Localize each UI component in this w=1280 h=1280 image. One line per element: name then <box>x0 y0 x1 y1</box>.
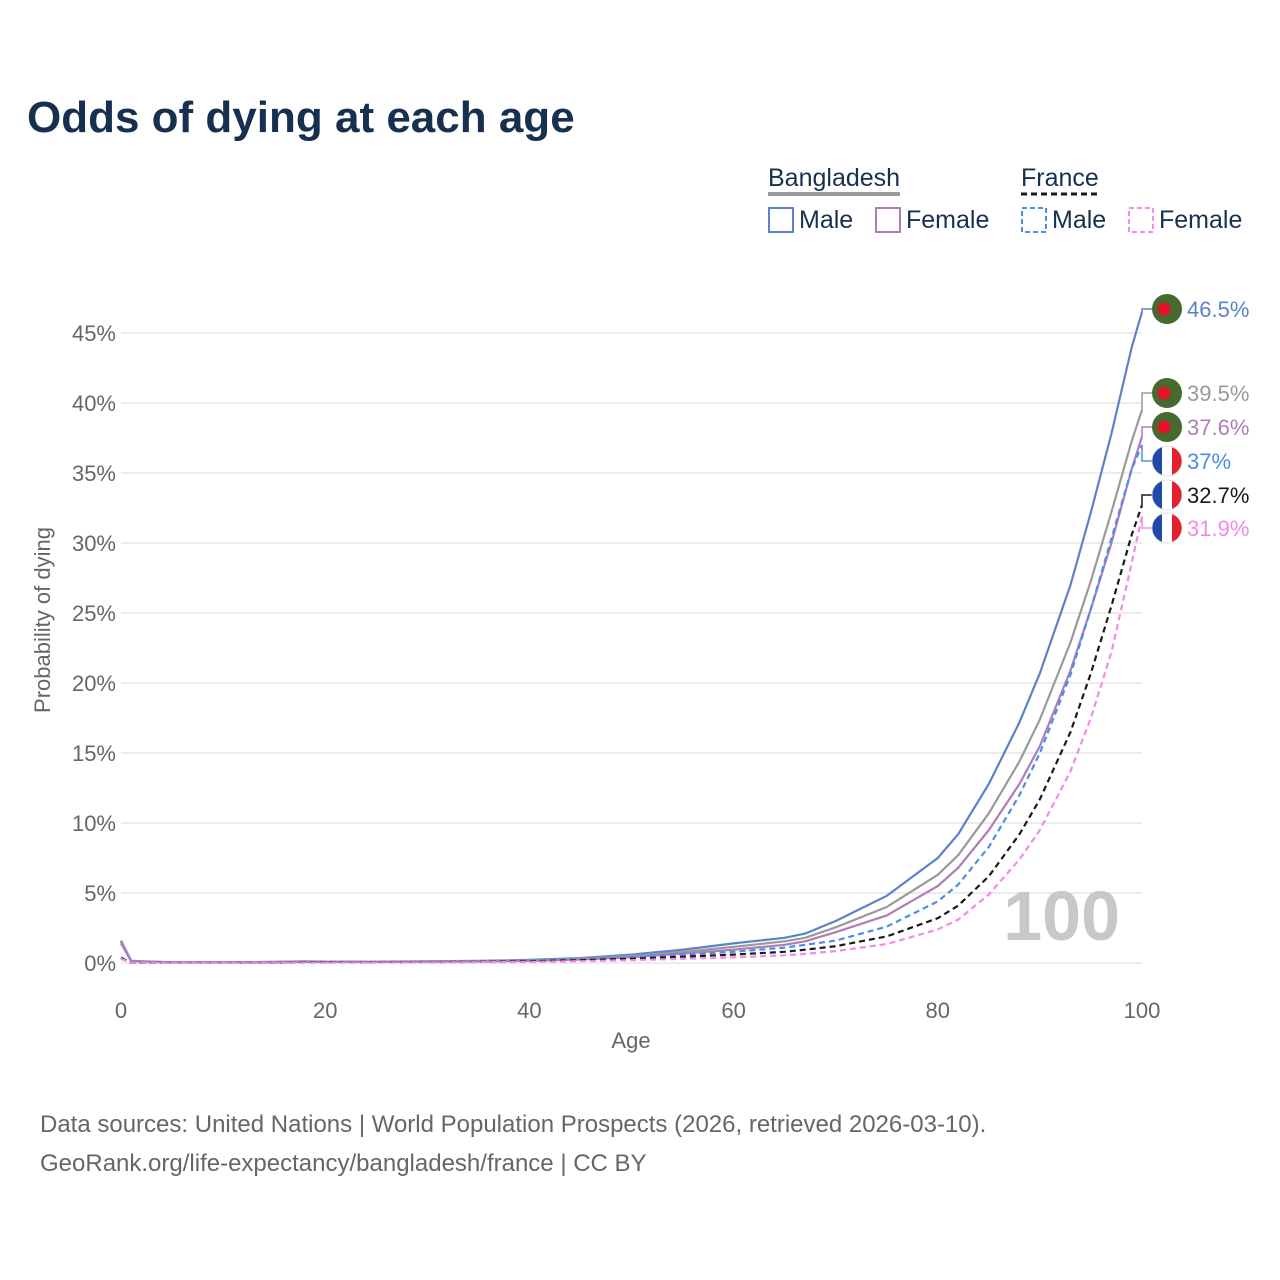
y-tick-label: 35% <box>72 461 116 486</box>
series-lines <box>120 311 1144 965</box>
legend-label-fr-male: Male <box>1052 206 1106 234</box>
bangladesh-flag-icon <box>1152 294 1182 324</box>
legend-label-bd-female: Female <box>906 206 989 234</box>
france-flag-icon <box>1151 512 1183 544</box>
y-axis-label: Probability of dying <box>30 527 55 713</box>
series-line-bangladesh-total <box>120 409 1144 964</box>
highlight-age-watermark: 100 <box>1003 877 1120 955</box>
end-label-value: 39.5% <box>1187 381 1249 406</box>
gridlines <box>121 332 1142 964</box>
bangladesh-flag-icon <box>1152 378 1182 408</box>
legend: Bangladesh Male Female France Male Femal… <box>768 164 1242 234</box>
y-tick-label: 10% <box>72 811 116 836</box>
y-tick-label: 20% <box>72 671 116 696</box>
series-line-france-female <box>120 516 1144 965</box>
end-label-value: 37.6% <box>1187 415 1249 440</box>
x-axis-label: Age <box>611 1028 650 1053</box>
y-tick-label: 15% <box>72 741 116 766</box>
end-connector <box>1141 494 1152 506</box>
end-connector <box>1141 392 1152 410</box>
end-connector <box>1141 445 1152 462</box>
end-label-value: 31.9% <box>1187 516 1249 541</box>
france-flag-icon <box>1151 445 1183 477</box>
end-connector <box>1141 516 1152 529</box>
series-line-france-male <box>120 444 1144 965</box>
end-label-value: 37% <box>1187 449 1231 474</box>
y-tick-label: 30% <box>72 531 116 556</box>
chart-title: Odds of dying at each age <box>27 93 575 142</box>
end-label-value: 32.7% <box>1187 483 1249 508</box>
source-line-2: GeoRank.org/life-expectancy/bangladesh/f… <box>40 1150 647 1177</box>
end-label-value: 46.5% <box>1187 297 1249 322</box>
y-tick-label: 45% <box>72 321 116 346</box>
legend-group-bangladesh: Bangladesh <box>768 164 900 192</box>
x-tick-label: 20 <box>313 998 337 1023</box>
legend-swatch-bd-female <box>875 207 901 233</box>
legend-swatch-fr-male <box>1021 207 1047 233</box>
x-tick-label: 100 <box>1124 998 1161 1023</box>
x-tick-label: 80 <box>926 998 950 1023</box>
x-axis-ticks: 0 20 40 60 80 100 <box>115 998 1160 1023</box>
legend-label-fr-female: Female <box>1159 206 1242 234</box>
bangladesh-flag-icon <box>1152 412 1182 442</box>
y-axis-ticks: 0% 5% 10% 15% 20% 25% 30% 35% 40% 45% <box>72 321 116 976</box>
x-tick-label: 60 <box>721 998 745 1023</box>
end-connector <box>1141 308 1152 312</box>
y-tick-label: 0% <box>84 951 116 976</box>
legend-swatch-fr-female <box>1128 207 1154 233</box>
legend-label-bd-male: Male <box>799 206 853 234</box>
legend-swatch-bd-male <box>768 207 794 233</box>
source-line-1: Data sources: United Nations | World Pop… <box>40 1111 986 1138</box>
x-tick-label: 40 <box>517 998 541 1023</box>
legend-group-france: France <box>1021 164 1099 192</box>
y-tick-label: 5% <box>84 881 116 906</box>
x-tick-label: 0 <box>115 998 127 1023</box>
end-connector <box>1141 426 1152 437</box>
end-labels: 46.5% 39.5% 37.6% 37% 32.7% 31.9% <box>1141 294 1249 544</box>
series-line-bangladesh-female <box>120 436 1144 964</box>
y-tick-label: 25% <box>72 601 116 626</box>
y-tick-label: 40% <box>72 391 116 416</box>
france-flag-icon <box>1151 479 1183 511</box>
series-line-bangladesh-male <box>120 311 1144 964</box>
